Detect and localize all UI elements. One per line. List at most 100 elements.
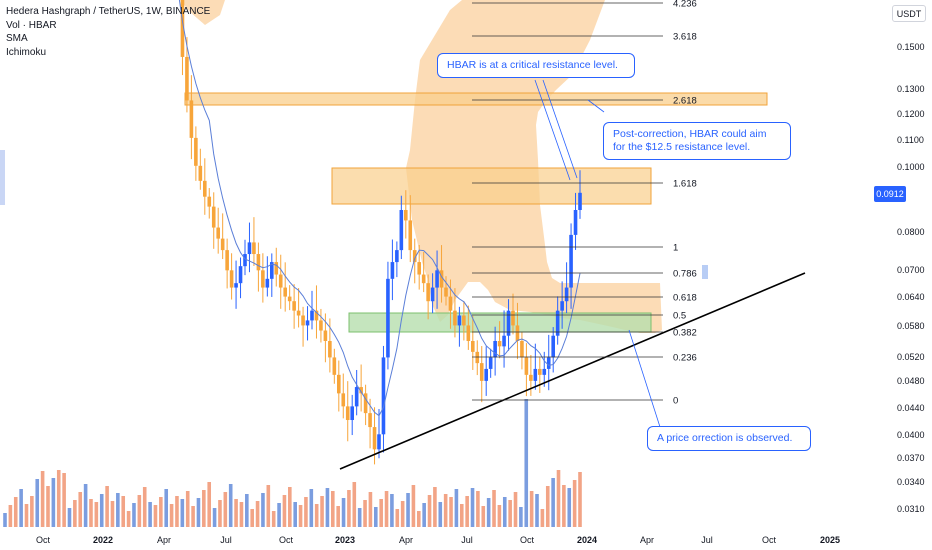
volume-bar	[19, 489, 23, 527]
volume-bar	[255, 501, 260, 527]
candle-body	[252, 242, 256, 255]
volume-bar	[56, 470, 61, 527]
candle-body	[569, 234, 573, 288]
price-tick-label: 0.0640	[897, 292, 925, 302]
time-tick-label: Oct	[520, 535, 535, 545]
volume-bar	[562, 485, 566, 527]
volume-bar	[191, 506, 195, 527]
volume-bar	[314, 504, 319, 527]
volume-bar	[368, 492, 373, 527]
price-tick-label: 0.1500	[897, 42, 925, 52]
time-tick-label: 2025	[820, 535, 840, 545]
right-edge-indicator	[702, 265, 708, 279]
volume-bar	[390, 494, 394, 527]
candle-body	[408, 220, 413, 251]
volume-bar	[228, 484, 233, 527]
volume-bar	[486, 498, 491, 527]
candle-body	[421, 274, 426, 284]
volume-bar	[443, 494, 448, 527]
callout-correction-text: A price orrection is observed.	[657, 432, 793, 444]
price-tick-label: 0.0400	[897, 430, 925, 440]
volume-bar	[545, 486, 550, 527]
fib-level-label: 0.5	[673, 311, 686, 322]
candles	[180, 0, 582, 465]
candle-body	[345, 406, 350, 421]
volume-bar	[30, 496, 34, 527]
volume-bar	[266, 485, 271, 527]
time-tick-label: Oct	[36, 535, 51, 545]
candle-body	[234, 283, 238, 288]
candle-body	[515, 325, 520, 341]
volume-bar	[212, 508, 217, 527]
candle-body	[296, 310, 301, 316]
volume-bar	[406, 493, 410, 527]
last-price-tag: 0.0912	[874, 186, 906, 202]
candle-body	[194, 137, 198, 166]
volume-bar	[578, 472, 582, 527]
candle-body	[529, 374, 533, 381]
candle-body	[390, 262, 395, 279]
candle-body	[305, 320, 310, 326]
volume-bar	[207, 482, 212, 527]
time-tick-label: Apr	[640, 535, 654, 545]
volume-bar	[529, 491, 534, 527]
candle-body	[274, 262, 279, 275]
callout-post-line1: Post-correction, HBAR could aim	[613, 128, 767, 140]
legend-ichimoku: Ichimoku	[6, 46, 47, 58]
candle-body	[404, 210, 408, 221]
price-tick-label: 0.1100	[897, 135, 924, 145]
candle-body	[399, 210, 404, 251]
volume-bar	[105, 486, 109, 527]
price-tick-label: 0.0440	[897, 403, 925, 413]
candle-body	[511, 310, 515, 326]
candle-body	[229, 270, 234, 288]
candle-body	[524, 357, 529, 375]
currency-button[interactable]: USDT	[892, 5, 926, 22]
volume-bar	[325, 488, 330, 527]
volume-bar	[169, 504, 174, 527]
volume-bar	[261, 493, 265, 527]
volume-bar	[121, 496, 126, 527]
candle-body	[363, 393, 368, 414]
volume-bar	[357, 508, 362, 527]
volume-bar	[239, 502, 244, 527]
callout-correction: A price orrection is observed.	[647, 426, 811, 451]
candle-body	[359, 387, 363, 394]
volume-bar	[508, 500, 512, 527]
volume-bar	[304, 497, 308, 527]
candle-body	[261, 270, 265, 288]
fib-level-label: 1.618	[673, 179, 697, 190]
volume-bar	[159, 497, 163, 527]
volume-bar	[142, 487, 147, 527]
candle-body	[243, 254, 247, 267]
fib-level-label: 3.618	[673, 32, 697, 43]
trendline	[339, 272, 806, 470]
price-tick-label: 0.1000	[897, 162, 925, 172]
left-indicator	[0, 150, 5, 205]
candle-body	[439, 270, 444, 288]
volume-bar	[126, 511, 131, 527]
candle-body	[314, 310, 319, 321]
price-tick-label: 0.0580	[897, 321, 925, 331]
candle-body	[560, 301, 564, 311]
time-tick-label: 2023	[335, 535, 355, 545]
candle-body	[220, 238, 225, 251]
volume-bar	[470, 488, 475, 527]
candle-body	[555, 310, 560, 336]
volume-bar	[363, 500, 367, 527]
volume-bar	[89, 499, 93, 527]
callout-critical-text: HBAR is at a critical resistance level.	[447, 59, 618, 71]
volume-bar	[46, 486, 50, 527]
candle-body	[573, 210, 578, 235]
volume-bar	[341, 498, 346, 527]
volume-bar	[459, 504, 464, 527]
volume-bar	[234, 499, 238, 527]
time-tick-label: Jul	[461, 535, 473, 545]
volume-bar	[497, 505, 502, 527]
price-tick-label: 0.1300	[897, 84, 925, 94]
volume-bar	[492, 490, 496, 527]
volume-bar	[567, 488, 572, 527]
fib-level-label: 0.382	[673, 328, 697, 339]
candle-body	[377, 434, 381, 450]
